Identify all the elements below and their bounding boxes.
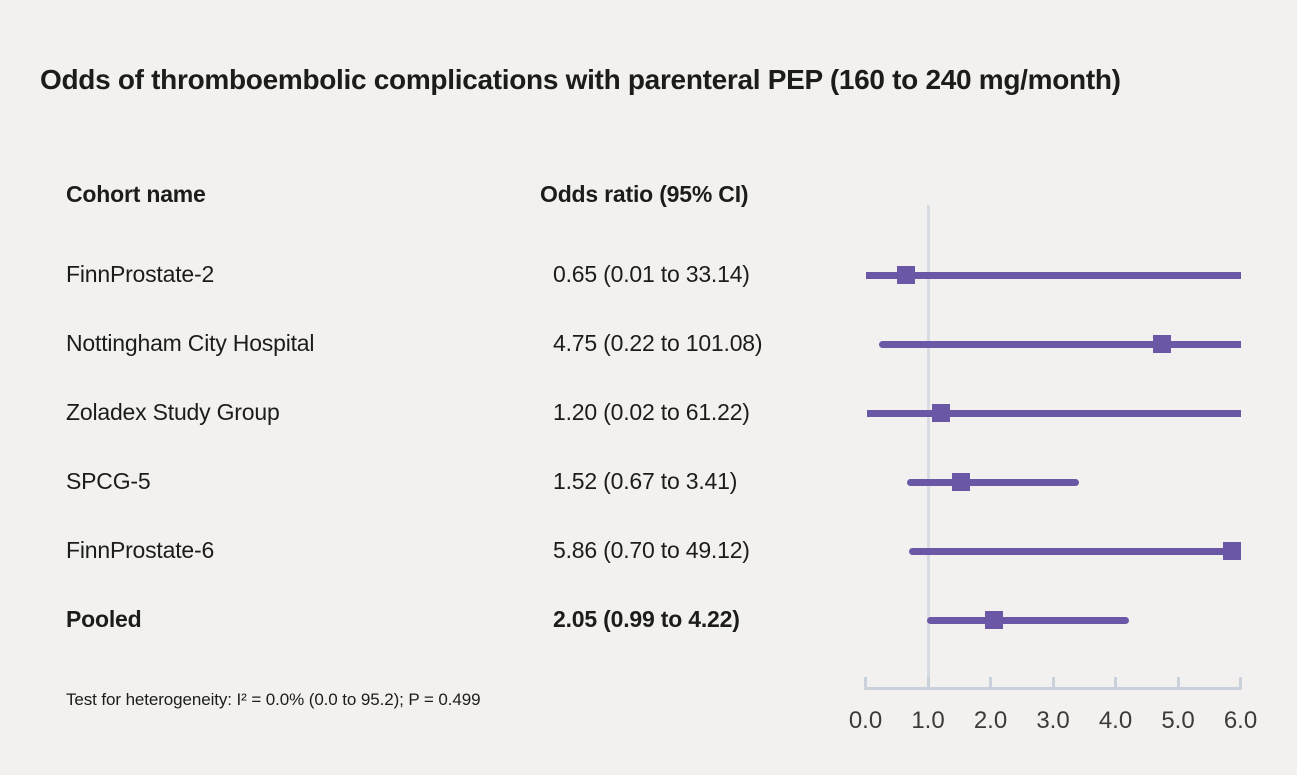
axis-tick [1051,677,1055,687]
ci-line [909,547,1241,555]
cohort-name-label: Pooled [66,606,142,632]
cohort-name-label: Zoladex Study Group [66,399,280,425]
cohort-name-label: FinnProstate-2 [66,261,215,287]
axis-tick-label: 6.0 [1223,707,1258,734]
axis-tick-label: 2.0 [973,707,1008,734]
axis-tick-label: 4.0 [1098,707,1133,734]
axis-tick-label: 1.0 [911,707,945,734]
figure-title: Odds of thromboembolic complications wit… [40,64,1121,95]
axis-tick-label: 5.0 [1161,707,1195,734]
axis-tick [926,677,930,687]
or-marker [1222,542,1241,560]
reference-line [926,205,930,690]
or-ci-value: 1.20 (0.02 to 61.22) [553,399,750,425]
axis-tick [1114,677,1117,687]
odds-ratio-header: Odds ratio (95% CI) [540,181,749,207]
ci-line [927,616,1130,624]
cohort-name-header: Cohort name [66,181,206,207]
cohort-name-label: FinnProstate-6 [66,537,215,563]
or-ci-value: 0.65 (0.01 to 33.14) [553,261,750,287]
axis-tick [1176,677,1180,687]
axis-tick [989,677,992,687]
or-ci-value: 4.75 (0.22 to 101.08) [553,330,763,356]
cohort-name-label: SPCG-5 [66,468,151,494]
heterogeneity-note: Test for heterogeneity: I² = 0.0% (0.0 t… [66,690,481,709]
or-ci-value: 1.52 (0.67 to 3.41) [553,468,738,494]
or-marker [984,611,1003,629]
or-marker [951,473,970,491]
or-ci-value: 5.86 (0.70 to 49.12) [553,537,750,563]
axis-tick-label: 3.0 [1036,707,1070,734]
ci-line [879,340,1241,348]
ci-line [907,478,1079,486]
or-marker [897,266,916,284]
or-ci-value: 2.05 (0.99 to 4.22) [553,606,740,632]
axis-tick-label: 0.0 [848,707,883,734]
x-axis-line [864,687,1242,690]
ci-line [866,409,1241,417]
cohort-name-label: Nottingham City Hospital [66,330,315,356]
or-marker [931,404,950,422]
axis-tick [864,677,867,687]
or-marker [1153,335,1172,353]
ci-line [866,271,1241,279]
axis-tick [1239,677,1242,687]
